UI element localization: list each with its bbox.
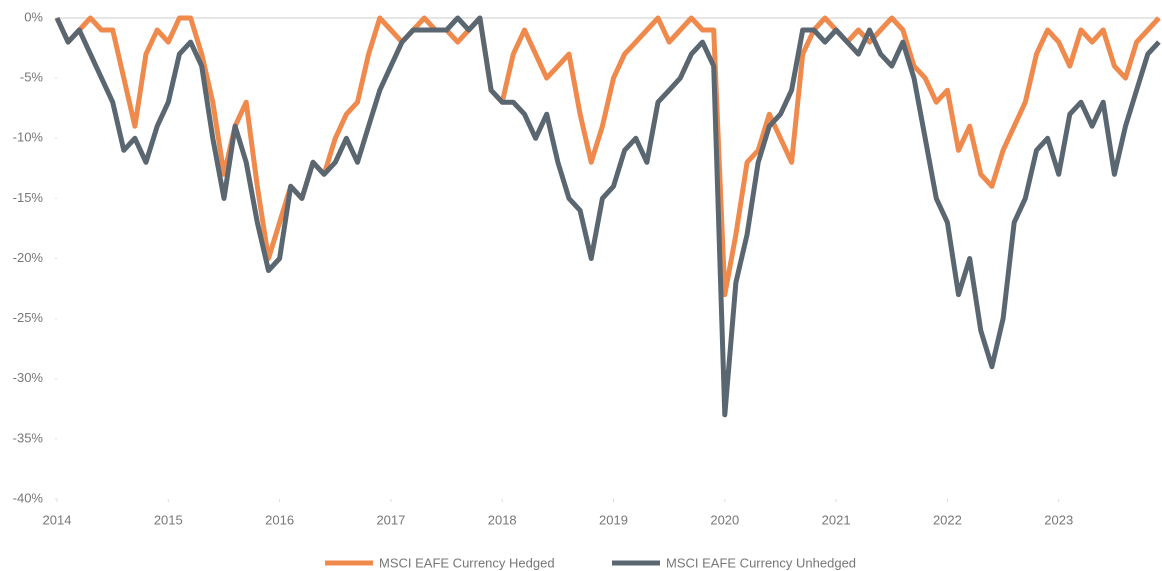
y-tick-label: -15%	[13, 190, 44, 205]
y-tick-label: -10%	[13, 130, 44, 145]
x-tick-label: 2022	[933, 512, 962, 527]
x-tick-label: 2021	[822, 512, 851, 527]
x-tick-label: 2019	[599, 512, 628, 527]
y-tick-label: -5%	[20, 70, 44, 85]
series-line	[54, 15, 1161, 418]
series-line	[54, 15, 1161, 298]
x-tick-label: 2020	[710, 512, 739, 527]
y-tick-label: -40%	[13, 490, 44, 505]
x-tick-label: 2023	[1044, 512, 1073, 527]
y-tick-label: -20%	[13, 250, 44, 265]
y-tick-label: 0%	[24, 9, 43, 24]
legend-label: MSCI EAFE Currency Hedged	[379, 555, 555, 570]
x-tick-label: 2015	[154, 512, 183, 527]
legend-label: MSCI EAFE Currency Unhedged	[666, 555, 856, 570]
x-tick-label: 2016	[265, 512, 294, 527]
x-tick-label: 2014	[43, 512, 72, 527]
x-tick-label: 2018	[488, 512, 517, 527]
y-tick-label: -35%	[13, 430, 44, 445]
y-tick-label: -25%	[13, 310, 44, 325]
x-tick-label: 2017	[376, 512, 405, 527]
y-tick-label: -30%	[13, 370, 44, 385]
